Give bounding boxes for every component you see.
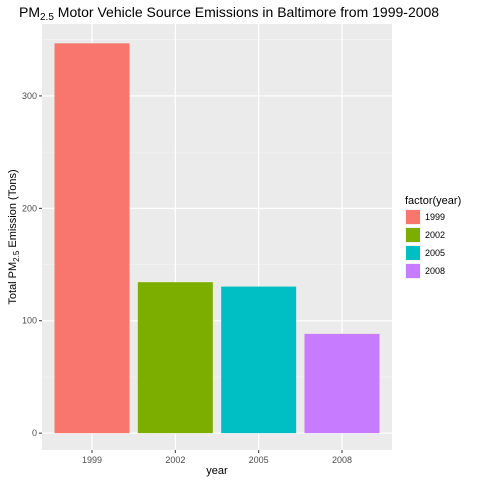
legend-title: factor(year) xyxy=(405,195,461,207)
y-axis: 0 100 200 300 xyxy=(22,91,42,438)
legend-label-1999: 1999 xyxy=(425,212,445,222)
y-tick-label: 0 xyxy=(32,428,37,438)
bar-2002 xyxy=(137,282,213,434)
y-axis-label-sub: 2.5 xyxy=(12,250,21,262)
y-tick-label: 300 xyxy=(22,91,37,101)
legend: factor(year) 1999 2002 2005 2008 xyxy=(405,195,461,279)
legend-label-2002: 2002 xyxy=(425,230,445,240)
y-tick-label: 200 xyxy=(22,203,37,213)
chart-title-sub: 2.5 xyxy=(40,12,54,23)
x-tick-label: 2005 xyxy=(249,455,269,465)
x-axis: 1999 2002 2005 2008 xyxy=(82,450,352,465)
legend-swatch-2008 xyxy=(406,264,420,278)
bar-2005 xyxy=(221,286,297,434)
x-tick-label: 2008 xyxy=(332,455,352,465)
y-axis-label-post: Emission (Tons) xyxy=(7,169,19,250)
legend-swatch-2005 xyxy=(406,246,420,260)
x-tick-label: 1999 xyxy=(82,455,102,465)
chart-title: PM2.5 Motor Vehicle Source Emissions in … xyxy=(19,4,439,23)
y-axis-label-pre: Total PM xyxy=(7,262,19,305)
chart-title-post: Motor Vehicle Source Emissions in Baltim… xyxy=(54,4,439,20)
bars xyxy=(54,43,380,434)
legend-label-2005: 2005 xyxy=(425,248,445,258)
bar-2008 xyxy=(304,333,380,434)
y-tick-label: 100 xyxy=(22,316,37,326)
x-tick-label: 2002 xyxy=(165,455,185,465)
legend-swatch-2002 xyxy=(406,228,420,242)
legend-swatch-1999 xyxy=(406,210,420,224)
x-axis-label: year xyxy=(206,465,228,477)
legend-label-2008: 2008 xyxy=(425,266,445,276)
y-axis-label: Total PM2.5 Emission (Tons) xyxy=(7,169,21,304)
chart-title-pre: PM xyxy=(19,4,40,20)
bar-1999 xyxy=(54,43,130,434)
